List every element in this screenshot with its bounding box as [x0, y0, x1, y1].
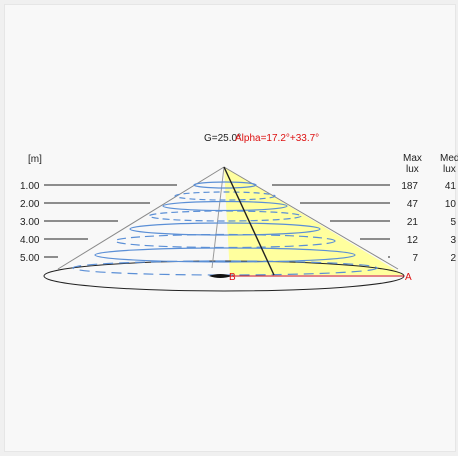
aim-line [223, 166, 275, 276]
distance-ticks-right [272, 184, 390, 258]
fixture-mark [209, 274, 232, 278]
max-lux-value: 7 [412, 253, 418, 264]
distance-label: 1.00 [20, 181, 40, 192]
unit-label: [m] [28, 154, 42, 165]
distance-label: 2.00 [20, 199, 40, 210]
distance-label: 3.00 [20, 217, 40, 228]
max-header-bottom: lux [406, 164, 419, 175]
max-header-top: Max [403, 153, 422, 164]
med-lux-value: 41 [445, 181, 457, 192]
distance-ticks-left [44, 184, 177, 258]
row-1: 1.00 187 41 [20, 181, 456, 192]
med-lux-value: 3 [450, 235, 456, 246]
med-header-top: Med [440, 153, 458, 164]
distance-label: 4.00 [20, 235, 40, 246]
row-5: 5.00 7 2 [20, 253, 456, 264]
med-header-bottom: lux [443, 164, 456, 175]
max-lux-value: 187 [401, 181, 418, 192]
med-lux-value: 10 [445, 199, 457, 210]
point-b-label: B [229, 272, 236, 283]
row-3: 3.00 21 5 [20, 217, 456, 228]
max-lux-value: 21 [407, 217, 419, 228]
alpha-angle-label: Alpha=17.2°+33.7° [235, 133, 319, 144]
med-lux-value: 5 [450, 217, 456, 228]
max-lux-value: 12 [407, 235, 419, 246]
cone-left-edge [57, 166, 225, 270]
max-lux-value: 47 [407, 199, 419, 210]
cone-axis [211, 166, 225, 269]
g-angle-label: G=25.0° [204, 133, 241, 144]
med-lux-value: 2 [450, 253, 456, 264]
row-2: 2.00 47 10 [20, 199, 456, 210]
point-a-label: A [405, 272, 412, 283]
row-4: 4.00 12 3 [20, 235, 456, 246]
distance-label: 5.00 [20, 253, 40, 264]
